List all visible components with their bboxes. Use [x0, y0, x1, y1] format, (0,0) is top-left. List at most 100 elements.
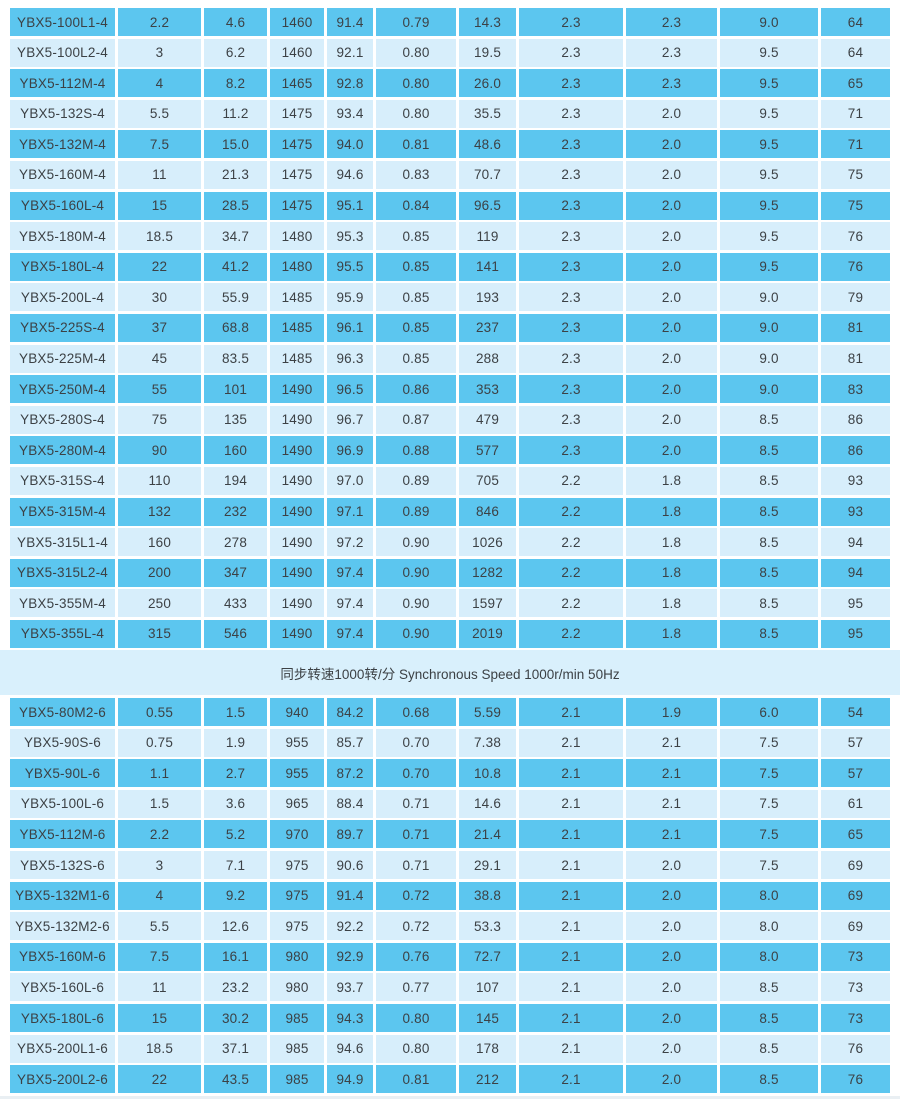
cell-value: 1490	[270, 558, 324, 587]
cell-value: 2.7	[204, 759, 267, 788]
cell-value: 16.1	[204, 942, 267, 971]
cell-value: 90.6	[327, 851, 373, 880]
cell-value: 2.0	[626, 375, 717, 404]
cell-value: 2.1	[519, 912, 623, 941]
cell-value: 8.5	[720, 619, 818, 648]
cell-value: 2.3	[519, 375, 623, 404]
cell-value: 2.0	[626, 130, 717, 159]
cell-value: 7.5	[720, 728, 818, 757]
cell-value: 1465	[270, 69, 324, 98]
cell-model: YBX5-132M2-6	[10, 912, 115, 941]
cell-model: YBX5-315L2-4	[10, 558, 115, 587]
cell-model: YBX5-315M-4	[10, 497, 115, 526]
cell-value: 15.0	[204, 130, 267, 159]
cell-value: 76	[821, 222, 890, 251]
cell-value: 1485	[270, 313, 324, 342]
cell-value: 0.71	[376, 820, 456, 849]
cell-value: 94	[821, 558, 890, 587]
cell-value: 1.1	[118, 759, 201, 788]
cell-model: YBX5-80M2-6	[10, 698, 115, 727]
cell-value: 8.0	[720, 912, 818, 941]
cell-value: 2.0	[626, 912, 717, 941]
cell-value: 21.4	[459, 820, 516, 849]
cell-value: 1.9	[626, 698, 717, 727]
cell-value: 55.9	[204, 283, 267, 312]
cell-value: 93	[821, 497, 890, 526]
cell-value: 0.80	[376, 1034, 456, 1063]
cell-value: 93.4	[327, 99, 373, 128]
cell-value: 11	[118, 973, 201, 1002]
cell-value: 97.4	[327, 558, 373, 587]
cell-value: 65	[821, 69, 890, 98]
cell-model: YBX5-132M1-6	[10, 881, 115, 910]
cell-value: 12.6	[204, 912, 267, 941]
cell-value: 26.0	[459, 69, 516, 98]
cell-value: 980	[270, 942, 324, 971]
cell-value: 5.2	[204, 820, 267, 849]
cell-value: 1.8	[626, 589, 717, 618]
cell-value: 54	[821, 698, 890, 727]
cell-value: 200	[118, 558, 201, 587]
cell-value: 1490	[270, 528, 324, 557]
cell-value: 41.2	[204, 252, 267, 281]
cell-value: 145	[459, 1004, 516, 1032]
cell-value: 2.3	[519, 99, 623, 128]
cell-value: 0.55	[118, 698, 201, 727]
cell-value: 76	[821, 252, 890, 281]
cell-value: 2.0	[626, 99, 717, 128]
cell-value: 9.0	[720, 375, 818, 404]
cell-value: 0.81	[376, 1065, 456, 1094]
cell-value: 107	[459, 973, 516, 1002]
cell-value: 2.2	[519, 619, 623, 648]
cell-value: 92.2	[327, 912, 373, 941]
cell-value: 2.2	[519, 466, 623, 495]
cell-value: 0.85	[376, 283, 456, 312]
cell-value: 73	[821, 942, 890, 971]
motor-table-6pole: YBX5-80M2-6 0.55 1.5 940 84.2 0.68 5.59 2.1 1.9 6…	[10, 698, 890, 1094]
cell-value: 1490	[270, 375, 324, 404]
cell-value: 38.8	[459, 881, 516, 910]
cell-value: 57	[821, 728, 890, 757]
cell-value: 1.8	[626, 497, 717, 526]
cell-value: 9.5	[720, 191, 818, 220]
cell-value: 965	[270, 789, 324, 818]
cell-value: 985	[270, 1004, 324, 1032]
cell-value: 0.85	[376, 313, 456, 342]
cell-value: 81	[821, 313, 890, 342]
cell-value: 97.0	[327, 466, 373, 495]
cell-value: 5.5	[118, 912, 201, 941]
cell-value: 985	[270, 1034, 324, 1063]
cell-value: 2019	[459, 619, 516, 648]
cell-value: 94	[821, 528, 890, 557]
cell-value: 96.5	[327, 375, 373, 404]
cell-value: 1597	[459, 589, 516, 618]
cell-value: 91.4	[327, 881, 373, 910]
cell-value: 1.8	[626, 528, 717, 557]
cell-value: 5.5	[118, 99, 201, 128]
cell-value: 212	[459, 1065, 516, 1094]
cell-value: 2.1	[519, 728, 623, 757]
cell-value: 68.8	[204, 313, 267, 342]
cell-value: 3	[118, 851, 201, 880]
cell-value: 75	[821, 160, 890, 189]
cell-value: 0.81	[376, 130, 456, 159]
cell-value: 2.1	[519, 942, 623, 971]
cell-value: 1.5	[204, 698, 267, 727]
cell-value: 14.6	[459, 789, 516, 818]
cell-value: 194	[204, 466, 267, 495]
cell-value: 2.0	[626, 973, 717, 1002]
cell-value: 69	[821, 912, 890, 941]
cell-value: 433	[204, 589, 267, 618]
cell-value: 2.1	[519, 1034, 623, 1063]
cell-model: YBX5-100L2-4	[10, 38, 115, 67]
cell-value: 1490	[270, 497, 324, 526]
cell-value: 81	[821, 344, 890, 373]
cell-value: 178	[459, 1034, 516, 1063]
cell-value: 15	[118, 1004, 201, 1032]
cell-value: 0.89	[376, 466, 456, 495]
cell-value: 2.3	[519, 252, 623, 281]
cell-value: 237	[459, 313, 516, 342]
cell-value: 69	[821, 881, 890, 910]
cell-value: 353	[459, 375, 516, 404]
cell-value: 11	[118, 160, 201, 189]
